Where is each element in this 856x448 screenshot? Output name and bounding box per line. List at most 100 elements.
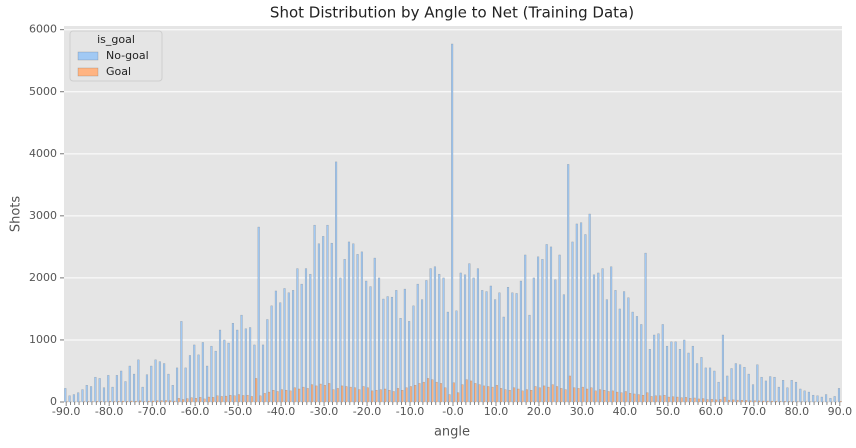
bar: [756, 364, 759, 403]
bar: [545, 244, 548, 403]
bar: [770, 400, 773, 403]
bar: [762, 400, 765, 403]
bar: [328, 383, 331, 403]
x-tick-label: -0.0: [442, 405, 463, 418]
bar: [547, 386, 550, 403]
bar: [237, 394, 241, 403]
bar: [757, 400, 761, 403]
bar: [766, 400, 769, 403]
bar: [203, 398, 206, 403]
bar: [414, 385, 417, 403]
legend-swatch: [77, 67, 99, 77]
bar: [130, 400, 133, 403]
bar: [229, 394, 232, 403]
bar: [839, 401, 842, 403]
bar: [257, 226, 260, 403]
bar: [388, 390, 391, 403]
bar: [246, 394, 249, 403]
bar: [107, 375, 110, 403]
bar: [253, 344, 256, 403]
bar: [147, 400, 150, 403]
bar: [567, 164, 570, 403]
bar: [169, 400, 172, 403]
bar: [558, 254, 561, 403]
bar: [825, 394, 828, 403]
bar: [392, 391, 395, 403]
bar: [779, 401, 782, 403]
bar: [326, 224, 329, 403]
bar: [293, 387, 296, 403]
legend-swatch: [77, 51, 99, 61]
bar: [399, 318, 402, 403]
bar: [280, 389, 283, 403]
bar: [362, 386, 365, 403]
bar: [468, 263, 471, 403]
bar: [554, 279, 557, 403]
bar: [525, 389, 528, 403]
bar: [438, 273, 441, 403]
bar: [412, 305, 415, 403]
bar: [635, 316, 639, 403]
bar: [214, 350, 217, 403]
bar: [734, 363, 737, 403]
bar: [543, 385, 546, 403]
bar: [739, 364, 742, 403]
bar: [713, 370, 716, 403]
y-tick-label: 2000: [29, 271, 57, 284]
bar: [575, 223, 578, 403]
bar: [206, 365, 209, 403]
bar: [420, 299, 424, 403]
bar: [672, 396, 675, 403]
bar: [287, 292, 290, 403]
bar: [429, 268, 432, 403]
bar: [680, 397, 683, 403]
bar: [451, 43, 454, 403]
bar: [395, 290, 398, 403]
bar: [717, 381, 720, 403]
bar: [102, 387, 106, 403]
axes: 0 1000 2000 3000 4000 5000 6000 -90.0 -80.0 -70.0…: [29, 23, 852, 418]
bar: [481, 290, 484, 403]
bar: [249, 327, 252, 403]
bar: [803, 390, 806, 403]
bar: [721, 334, 724, 403]
bar: [158, 361, 161, 403]
bar: [598, 389, 602, 403]
x-tick-label: 80.0: [785, 405, 810, 418]
bar: [646, 392, 649, 403]
x-tick-label: -50.0: [224, 405, 252, 418]
bar: [210, 345, 213, 403]
x-tick-label: 20.0: [527, 405, 552, 418]
bar: [736, 399, 739, 403]
bar: [495, 385, 498, 403]
bar: [145, 374, 149, 403]
bar: [538, 387, 541, 403]
bar: [255, 378, 258, 403]
bar: [345, 386, 348, 403]
bar: [665, 345, 669, 403]
bar: [373, 257, 376, 403]
bar: [349, 386, 352, 403]
x-tick-label: -70.0: [138, 405, 166, 418]
bar: [777, 386, 780, 403]
bar: [782, 380, 785, 403]
bar: [117, 401, 120, 403]
bar: [457, 392, 460, 403]
bar: [726, 375, 729, 403]
bar: [124, 381, 127, 403]
bar: [723, 396, 726, 403]
bar: [751, 384, 755, 403]
bar: [96, 401, 99, 403]
chart-title: Shot Distribution by Angle to Net (Train…: [270, 4, 634, 22]
bar: [502, 316, 505, 403]
bar: [137, 359, 140, 403]
bar: [691, 345, 694, 403]
bar: [141, 386, 144, 403]
bar: [629, 393, 632, 403]
bar: [676, 396, 679, 403]
bar: [491, 386, 494, 403]
bar: [659, 395, 662, 403]
x-tick-label: 60.0: [699, 405, 724, 418]
bar: [683, 339, 686, 403]
